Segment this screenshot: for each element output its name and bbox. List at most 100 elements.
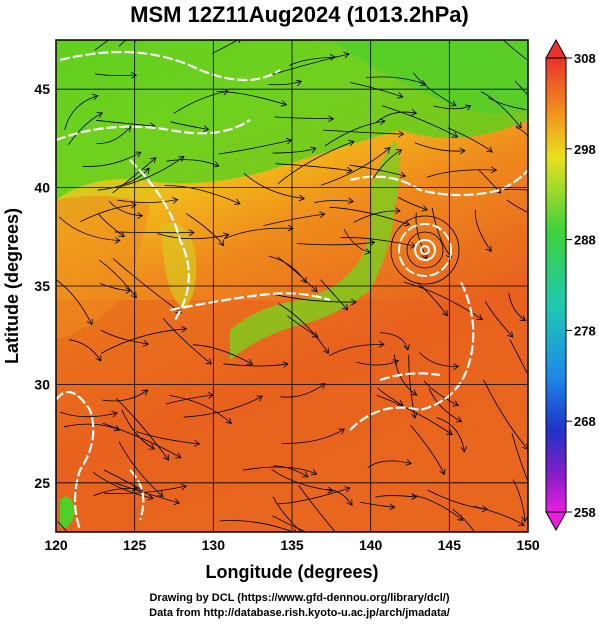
streamline (186, 213, 225, 246)
streamline (414, 142, 466, 152)
streamline (376, 395, 453, 435)
streamline-arrow (384, 147, 391, 154)
streamline (323, 129, 404, 135)
colorbar-gradient (545, 57, 567, 513)
streamline (96, 126, 131, 145)
y-tick-label: 35 (34, 278, 50, 294)
y-tick-label: 25 (34, 475, 50, 491)
streamline-arrow (319, 383, 326, 390)
streamline-arrow (280, 100, 288, 107)
streamline-arrow (135, 151, 142, 158)
streamline-arrow (205, 358, 213, 365)
streamline (243, 466, 317, 475)
streamline (409, 424, 445, 475)
y-tick-labels: 25 30 35 40 45 (34, 81, 50, 491)
japan-landmass (230, 140, 400, 360)
streamline-arrow (453, 363, 460, 371)
streamline-arrow (369, 239, 376, 247)
streamline (162, 318, 212, 365)
streamline (280, 383, 326, 398)
x-tick-label: 125 (123, 537, 147, 553)
streamline (281, 428, 345, 444)
streamline-arrow (327, 486, 334, 494)
streamline (277, 141, 355, 185)
streamline (478, 169, 501, 194)
streamline-arrow (485, 245, 492, 253)
streamline-arrow (452, 400, 459, 407)
streamline-arrow (486, 146, 493, 153)
x-tick-label: 145 (438, 537, 462, 553)
streamline-arrow (311, 331, 319, 338)
streamline-arrow (140, 15, 146, 20)
streamline (56, 279, 93, 325)
streamline (98, 259, 137, 298)
streamline (480, 91, 522, 129)
streamline (64, 95, 98, 131)
streamline (272, 147, 317, 154)
streamline (183, 395, 263, 418)
streamline (93, 487, 138, 497)
streamline (314, 200, 354, 203)
streamline (506, 199, 528, 213)
streamline-arrow (346, 499, 353, 506)
streamline (403, 281, 483, 320)
streamline (112, 481, 180, 504)
colorbar-top-arrow (545, 38, 567, 59)
streamline (166, 159, 219, 167)
streamline-arrow (364, 248, 371, 255)
streamline (474, 506, 525, 526)
streamline-arrow (218, 239, 225, 247)
streamline (99, 283, 131, 291)
streamline (511, 432, 528, 483)
streamline-arrow (395, 149, 403, 156)
streamline (320, 147, 391, 186)
colorbar-bottom-arrow (545, 511, 567, 532)
streamline-arrow (147, 494, 154, 501)
colorbar-tick-label: 268 (574, 414, 596, 429)
streamline-arrow (446, 429, 453, 436)
streamline (325, 489, 353, 506)
streamline-arrow (460, 446, 468, 453)
streamline-arrow (494, 187, 502, 194)
streamline (117, 199, 178, 203)
streamline (165, 394, 214, 405)
streamline (275, 163, 353, 172)
x-axis-label: Longitude (degrees) (205, 562, 378, 582)
streamline (359, 501, 395, 508)
streamline-arrow (491, 166, 498, 174)
streamline-arrow (143, 167, 150, 174)
streamline (447, 127, 493, 153)
streamline (277, 256, 318, 292)
streamline-arrow (311, 285, 318, 293)
plot-frame (55, 39, 529, 533)
streamline-arrow (300, 276, 307, 284)
streamline (394, 354, 417, 396)
streamline-arrow (410, 412, 418, 419)
streamline (356, 359, 399, 366)
streamline (69, 339, 102, 362)
streamline-arrow (203, 125, 210, 132)
streamline-arrow (180, 483, 188, 491)
streamline-arrow (150, 157, 157, 164)
streamline (211, 40, 239, 54)
streamline-arrow (96, 112, 103, 119)
streamline (274, 116, 334, 120)
streamline-arrow (455, 416, 463, 423)
streamline-arrow (298, 194, 306, 202)
weather-map: 120 125 130 135 140 145 150 25 30 35 40 45 Longitu… (2, 15, 596, 582)
streamline (474, 209, 492, 252)
streamline-arrow (302, 471, 309, 478)
streamline (136, 431, 200, 445)
streamline (80, 204, 137, 222)
streamline-arrow (347, 197, 355, 205)
streamline (273, 465, 309, 478)
streamline (263, 53, 350, 78)
streamline-arrow (234, 198, 241, 205)
colorbar-tick-labels: 308 298 288 278 268 258 (566, 51, 596, 520)
streamline-arrow (175, 307, 182, 314)
streamline-arrow (225, 417, 232, 424)
streamline (268, 80, 302, 86)
streamline-arrow (343, 544, 349, 550)
streamline (278, 303, 329, 354)
streamline-arrow (399, 171, 407, 179)
